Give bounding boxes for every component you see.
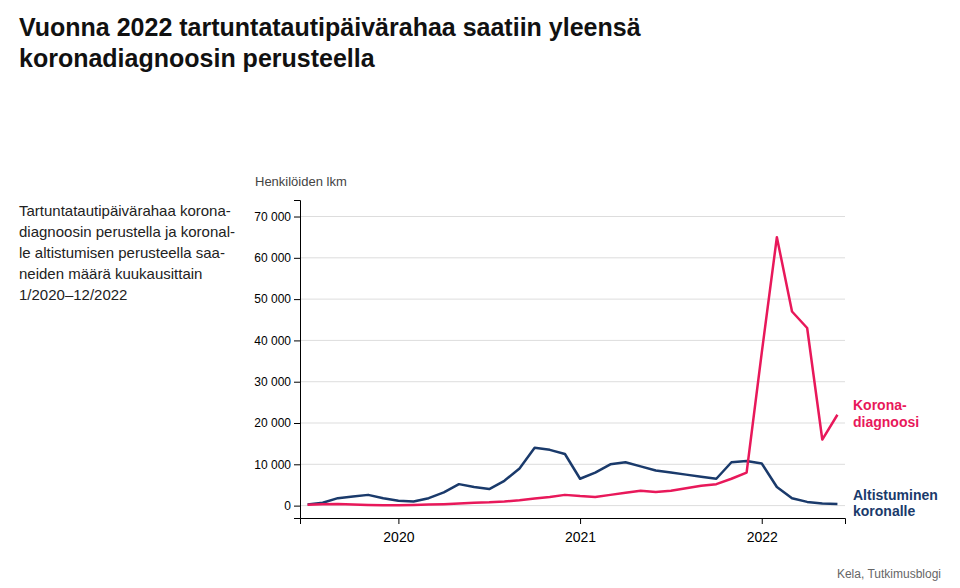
y-tick-label: 50 000 bbox=[254, 292, 291, 306]
text-line: Vuonna 2022 tartuntatautipäivärahaa saat… bbox=[19, 13, 641, 41]
y-tick-mark bbox=[294, 464, 300, 465]
y-tick-label: 10 000 bbox=[254, 458, 291, 472]
series-label: Altistuminenkoronalle bbox=[853, 486, 938, 519]
x-tick-label: 2022 bbox=[747, 529, 778, 545]
y-tick: 70 000 bbox=[254, 210, 300, 224]
y-tick-label: 60 000 bbox=[254, 251, 291, 265]
subtitle: Tartuntatautipäivärahaa korona-diagnoosi… bbox=[19, 202, 235, 303]
x-tick-label: 2020 bbox=[383, 529, 414, 545]
text-line: neiden määrä kuukausittain bbox=[19, 265, 202, 282]
x-tick-mark bbox=[762, 518, 763, 524]
y-tick-label: 30 000 bbox=[254, 375, 291, 389]
y-tick-mark bbox=[294, 423, 300, 424]
y-tick: 0 bbox=[284, 499, 300, 513]
series-label: Korona-diagnoosi bbox=[853, 397, 919, 430]
grid-line bbox=[300, 216, 845, 217]
y-tick-label: 40 000 bbox=[254, 334, 291, 348]
source: Kela, Tutkimusblogi bbox=[837, 567, 941, 581]
x-tick-label: 2021 bbox=[565, 529, 596, 545]
y-tick: 60 000 bbox=[254, 251, 300, 265]
text-line: Korona- bbox=[853, 397, 907, 413]
grid-line bbox=[300, 381, 845, 382]
x-axis: 2020 2021 2022 bbox=[301, 518, 846, 545]
text-line: koronalle bbox=[853, 503, 915, 519]
text-line: 1/2020–12/2022 bbox=[19, 286, 127, 303]
x-tick-mark bbox=[580, 518, 581, 524]
x-axis-line bbox=[301, 519, 846, 525]
y-tick: 30 000 bbox=[254, 375, 300, 389]
x-tick: 2021 bbox=[565, 518, 596, 545]
grid-line bbox=[300, 257, 845, 258]
x-tick: 2022 bbox=[747, 518, 778, 545]
y-tick: 40 000 bbox=[254, 334, 300, 348]
y-tick-label: 20 000 bbox=[254, 416, 291, 430]
text-line: diagnoosi bbox=[853, 414, 919, 430]
grid-line bbox=[300, 299, 845, 300]
y-tick-mark bbox=[294, 506, 300, 507]
text-line: Tartuntatautipäivärahaa korona- bbox=[19, 202, 231, 219]
x-tick-mark bbox=[398, 518, 399, 524]
y-tick: 20 000 bbox=[254, 416, 300, 430]
y-tick-mark bbox=[294, 340, 300, 341]
text-line: diagnoosin perustella ja koronal- bbox=[19, 223, 235, 240]
y-tick-mark bbox=[294, 217, 300, 218]
plot-area bbox=[308, 237, 838, 505]
series-labels: Altistuminenkoronalle Korona-diagnoosi bbox=[853, 397, 938, 519]
chart: Vuonna 2022 tartuntatautipäivärahaa saat… bbox=[0, 0, 960, 588]
text-line: koronadiagnoosin perusteella bbox=[19, 44, 376, 72]
y-axis-title: Henkilöiden lkm bbox=[255, 174, 347, 189]
y-tick: 50 000 bbox=[254, 292, 300, 306]
y-axis-line bbox=[294, 201, 301, 519]
text-line: Altistuminen bbox=[853, 486, 938, 502]
y-tick-mark bbox=[294, 258, 300, 259]
y-tick-label: 0 bbox=[284, 499, 291, 513]
title: Vuonna 2022 tartuntatautipäivärahaa saat… bbox=[19, 13, 641, 72]
y-tick-mark bbox=[294, 299, 300, 300]
y-tick: 10 000 bbox=[254, 458, 300, 472]
series-line bbox=[308, 237, 838, 505]
y-tick-label: 70 000 bbox=[254, 210, 291, 224]
text-line: le altistumisen perusteella saa- bbox=[19, 244, 225, 261]
y-tick-mark bbox=[294, 382, 300, 383]
grid-line bbox=[300, 423, 845, 424]
x-tick: 2020 bbox=[383, 518, 414, 545]
y-axis: 0 10 000 20 000 30 000 40 000 50 000 60 000 70 … bbox=[254, 201, 300, 519]
grid bbox=[300, 217, 845, 506]
